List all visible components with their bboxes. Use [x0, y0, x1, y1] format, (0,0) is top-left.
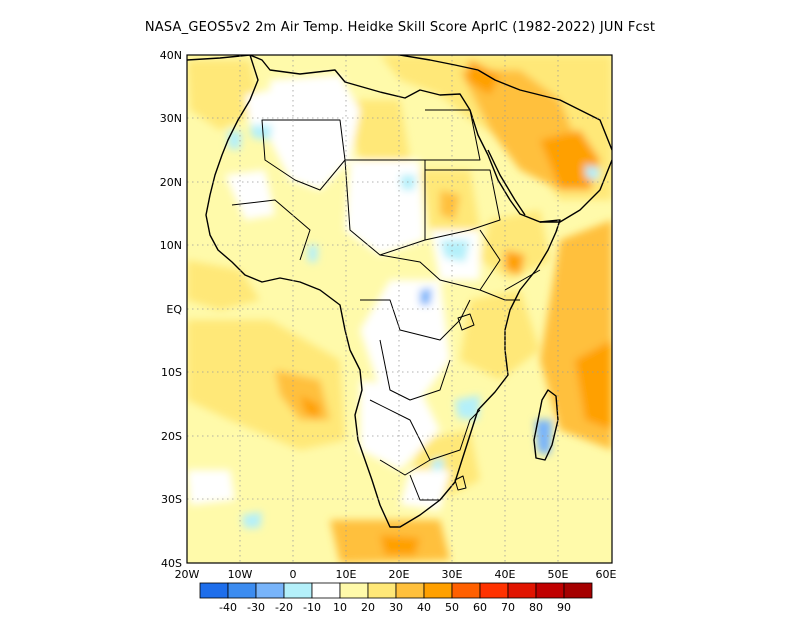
graticule [187, 55, 612, 563]
colorbar-swatch [367, 582, 397, 599]
colorbar-swatch [423, 582, 453, 599]
lon-label: 10E [336, 568, 357, 581]
colorbar-labels: -40 -30 -20 -10 10 20 30 40 50 60 70 80 … [219, 601, 571, 614]
colorbar-swatch [255, 582, 285, 599]
colorbar-swatch [479, 582, 509, 599]
colorbar-label: 40 [417, 601, 431, 614]
colorbar-label: 70 [501, 601, 515, 614]
red-sea-coast [487, 149, 526, 216]
colorbar-label: -10 [303, 601, 321, 614]
lon-label: 40E [495, 568, 516, 581]
lat-label: 30N [160, 112, 182, 125]
lon-label: 60E [596, 568, 617, 581]
lat-label: 40S [161, 557, 182, 570]
coastlines [187, 55, 612, 528]
lon-label: 50E [548, 568, 569, 581]
colorbar-swatch [563, 582, 593, 599]
colorbar-label: 20 [361, 601, 375, 614]
skill-shading [187, 55, 612, 563]
country-borders [231, 109, 541, 501]
lat-label: 10N [160, 239, 182, 252]
colorbar-swatch [199, 582, 229, 599]
lat-label: 20S [161, 430, 182, 443]
latitude-axis: 40N 30N 20N 10N EQ 10S 20S 30S 40S [160, 49, 183, 570]
colorbar-label: -20 [275, 601, 293, 614]
colorbar-swatch [535, 582, 565, 599]
madagascar-coastline [533, 389, 559, 461]
lat-label: 10S [161, 366, 182, 379]
colorbar-swatch [339, 582, 369, 599]
colorbar-swatch [311, 582, 341, 599]
arabia-coastline [477, 69, 612, 223]
colorbar-label: 10 [333, 601, 347, 614]
lon-label: 20E [389, 568, 410, 581]
colorbar-label: 90 [557, 601, 571, 614]
lat-label: EQ [166, 303, 182, 316]
lat-label: 30S [161, 493, 182, 506]
lon-label: 20W [175, 568, 200, 581]
colorbar-swatch [451, 582, 481, 599]
colorbar-swatch [283, 582, 313, 599]
lat-label: 40N [160, 49, 182, 62]
colorbar-label: 60 [473, 601, 487, 614]
lake-victoria [457, 313, 475, 331]
colorbar-label: -30 [247, 601, 265, 614]
map-panel [187, 55, 612, 563]
colorbar [199, 582, 593, 599]
colorbar-label: 30 [389, 601, 403, 614]
lon-label: 0 [290, 568, 297, 581]
colorbar-label: 80 [529, 601, 543, 614]
lon-label: 30E [442, 568, 463, 581]
colorbar-label: -40 [219, 601, 237, 614]
lon-label: 10W [228, 568, 253, 581]
map-title: NASA_GEOS5v2 2m Air Temp. Heidke Skill S… [144, 20, 656, 35]
colorbar-label: 50 [445, 601, 459, 614]
colorbar-swatch [507, 582, 537, 599]
lat-label: 20N [160, 176, 182, 189]
colorbar-swatch [395, 582, 425, 599]
lesotho-border [454, 475, 467, 491]
map-frame [186, 54, 613, 564]
colorbar-swatch [227, 582, 257, 599]
africa-coastline [205, 55, 561, 528]
longitude-axis: 20W 10W 0 10E 20E 30E 40E 50E 60E [175, 568, 617, 581]
